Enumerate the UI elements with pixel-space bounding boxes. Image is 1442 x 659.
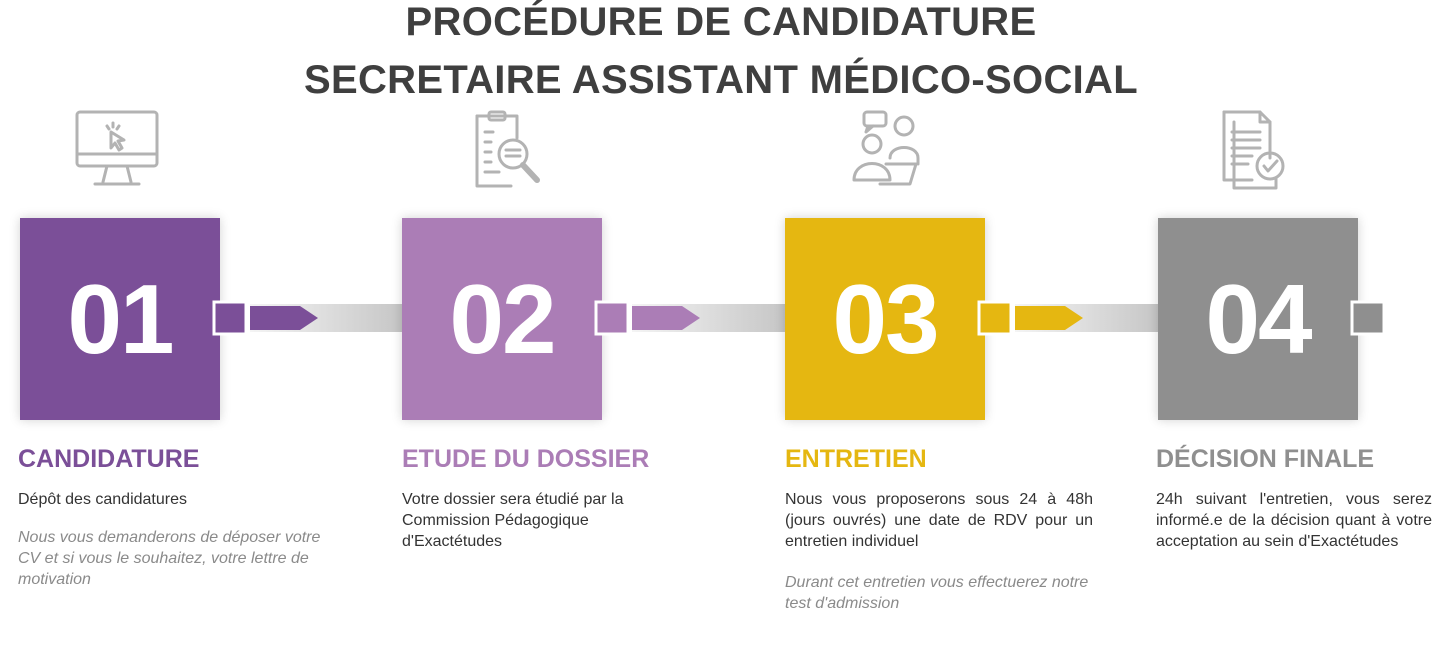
arrow-1-icon <box>250 306 318 330</box>
document-search-icon <box>465 108 555 192</box>
step-3-note: Durant cet entretien vous effectuerez no… <box>785 574 1089 612</box>
step-1-number: 01 <box>20 218 220 420</box>
step-3-number: 03 <box>785 218 985 420</box>
connector-square-3 <box>977 300 1013 336</box>
step-2-description: Votre dossier sera étudié par la Commiss… <box>402 491 624 550</box>
connector-square-2 <box>594 300 630 336</box>
step-1-description: Dépôt des candidatures <box>18 491 187 508</box>
step-3-heading: ENTRETIEN <box>785 445 927 473</box>
connector-square-1 <box>212 300 248 336</box>
step-1-note: Nous vous demanderons de déposer votre C… <box>18 529 321 588</box>
computer-cursor-icon <box>73 108 163 192</box>
page-title-line-2: SECRETAIRE ASSISTANT MÉDICO-SOCIAL <box>304 58 1138 102</box>
step-4-description: 24h suivant l'entretien, vous serez info… <box>1156 491 1432 550</box>
connector-square-4 <box>1350 300 1386 336</box>
arrow-2-icon <box>632 306 700 330</box>
step-3-description: Nous vous proposerons sous 24 à 48h (jou… <box>785 491 1093 550</box>
step-2-number: 02 <box>402 218 602 420</box>
step-4-heading: DÉCISION FINALE <box>1156 445 1375 473</box>
arrow-3-icon <box>1015 306 1083 330</box>
page-title-line-1: PROCÉDURE DE CANDIDATURE <box>405 0 1037 44</box>
document-check-icon <box>1212 108 1302 192</box>
step-1-heading: CANDIDATURE <box>18 445 200 473</box>
step-2-heading: ETUDE DU DOSSIER <box>402 445 650 473</box>
step-4-number: 04 <box>1158 218 1358 420</box>
interview-people-icon <box>842 108 932 192</box>
